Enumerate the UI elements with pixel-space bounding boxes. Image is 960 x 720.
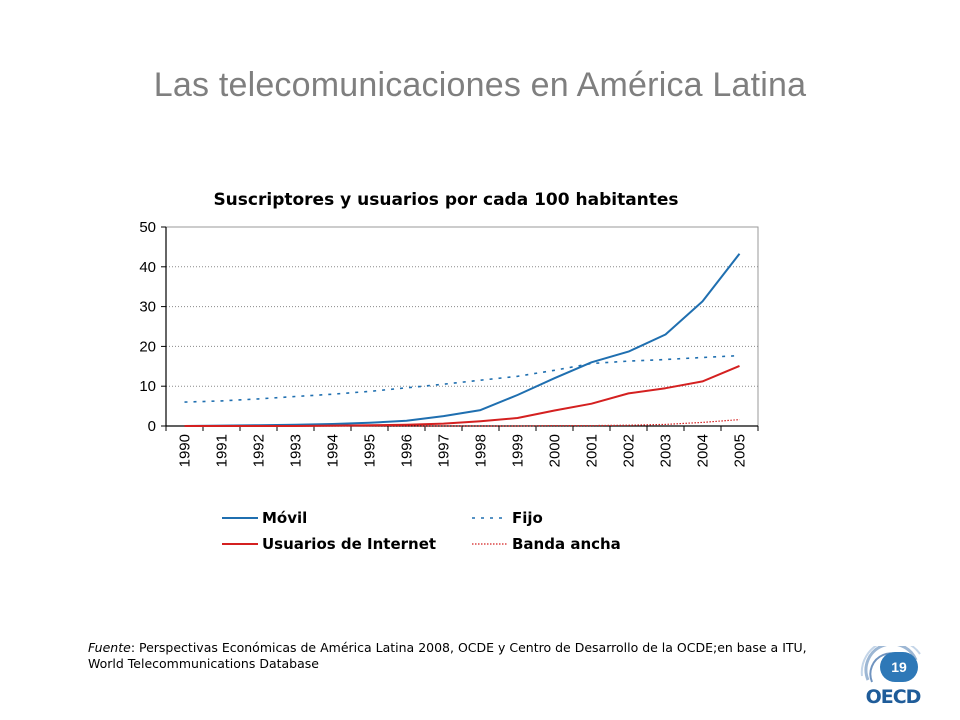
source-label: Fuente — [88, 640, 131, 655]
series-line-0 — [184, 253, 741, 427]
plot-area — [165, 226, 759, 427]
y-tick-label: 30 — [139, 299, 156, 316]
y-tick-label: 0 — [148, 418, 156, 435]
legend-label: Fijo — [512, 509, 543, 527]
x-tick-label: 1998 — [473, 434, 490, 467]
source-text: : Perspectivas Económicas de América Lat… — [88, 640, 807, 671]
x-tick-label: 2004 — [695, 434, 712, 467]
x-tick-label: 1993 — [288, 434, 305, 467]
grid-lines — [166, 266, 758, 387]
y-tick-label: 10 — [139, 378, 156, 395]
series-line-2 — [184, 364, 740, 427]
oecd-logo-text: OECD — [865, 686, 922, 708]
y-tick-label: 40 — [139, 259, 156, 276]
x-tick-label: 1994 — [325, 434, 342, 467]
x-tick-label: 1991 — [214, 434, 231, 467]
x-tick-label: 1996 — [399, 434, 416, 467]
legend-label: Banda ancha — [512, 535, 621, 553]
series-lines — [184, 253, 741, 427]
x-tick-label: 2002 — [621, 434, 638, 467]
x-tick-label: 1997 — [436, 434, 453, 467]
legend: Móvil Fijo Usuarios de Internet Banda ancha — [222, 509, 621, 553]
page-number-badge: 19 — [880, 652, 918, 682]
x-tick-label: 2000 — [547, 434, 564, 467]
x-tick-label: 2003 — [658, 434, 675, 467]
x-tick-label: 1995 — [362, 434, 379, 467]
x-tick-label: 1992 — [251, 434, 268, 467]
series-line-3 — [184, 419, 740, 427]
x-tick-label: 1999 — [510, 434, 527, 467]
chart-title: Suscriptores y usuarios por cada 100 hab… — [213, 190, 678, 210]
source-note: Fuente: Perspectivas Económicas de Améri… — [88, 640, 828, 672]
legend-label: Usuarios de Internet — [262, 535, 436, 553]
axes: 0 10 20 30 40 50 1990 1991 1992 1993 1994 1995 1996 1… — [139, 219, 759, 467]
slide-title: Las telecomunicaciones en América Latina — [153, 66, 807, 104]
x-tick-label: 2005 — [732, 434, 749, 467]
y-tick-label: 20 — [139, 338, 156, 355]
series-line-1 — [184, 354, 740, 403]
y-tick-label: 50 — [139, 219, 156, 236]
x-tick-label: 2001 — [584, 434, 601, 467]
legend-label: Móvil — [262, 509, 307, 527]
x-tick-label: 1990 — [177, 434, 194, 467]
